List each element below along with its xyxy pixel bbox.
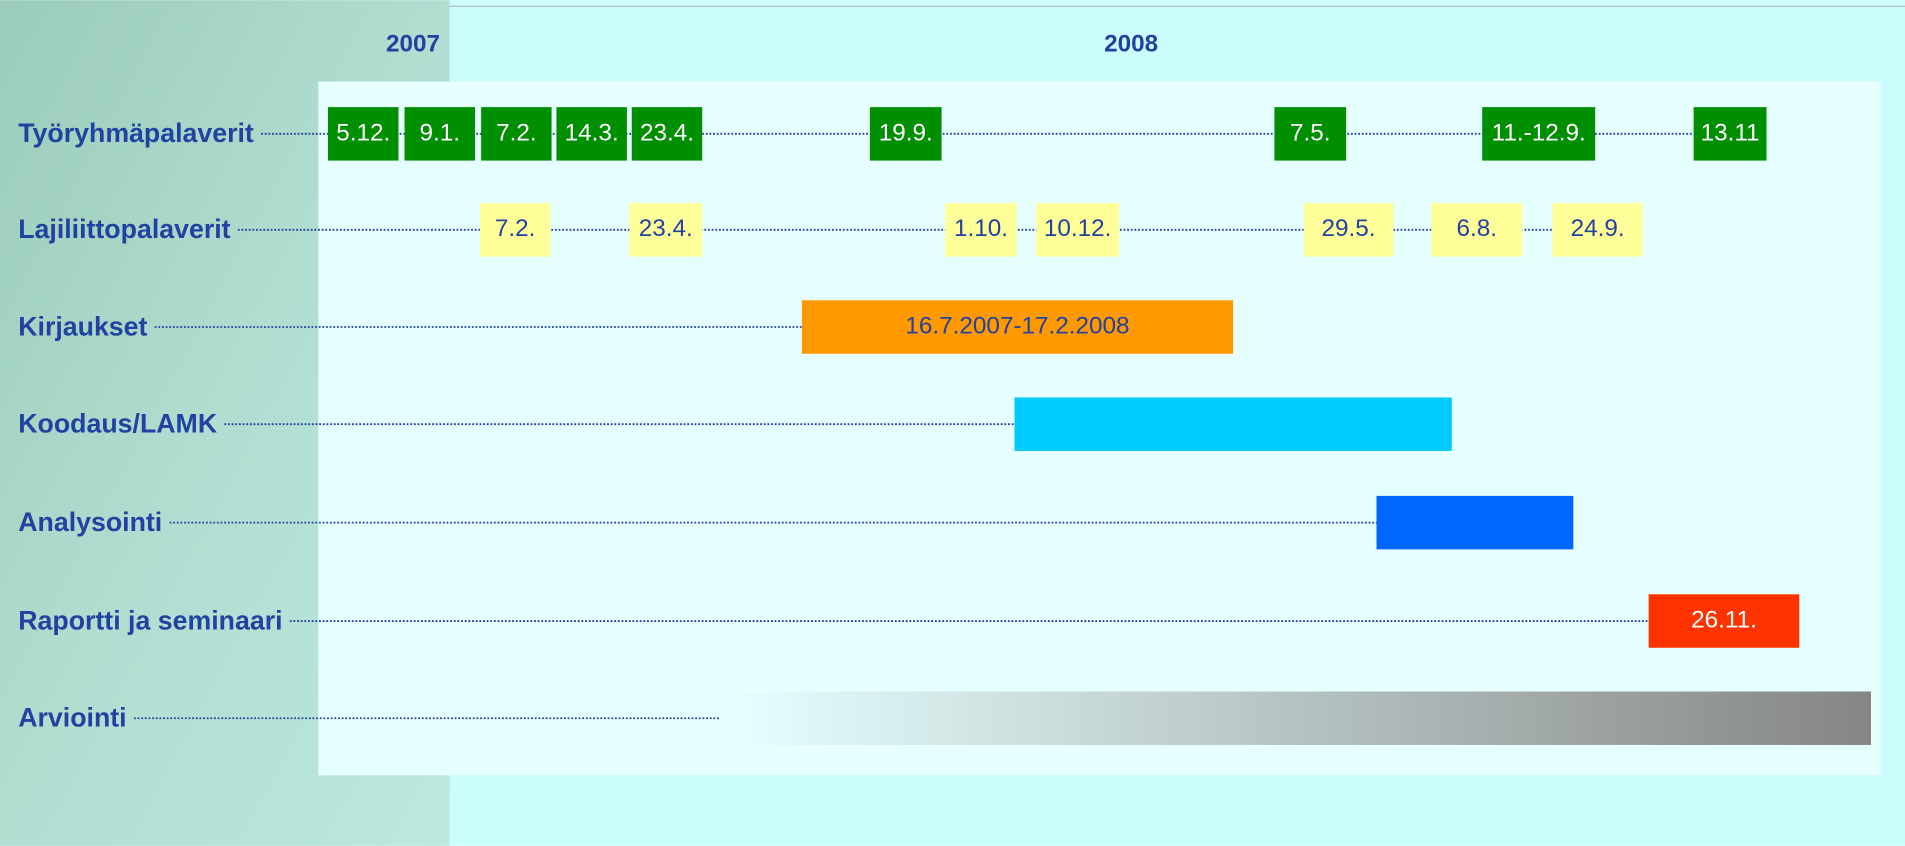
- row-label: Raportti ja seminaari: [18, 605, 282, 635]
- timeline-label: 9.1.: [420, 119, 461, 146]
- timeline-label: 23.4.: [639, 215, 693, 242]
- timeline-label: 7.2.: [496, 119, 537, 146]
- timeline-label: 13.11: [1701, 119, 1760, 146]
- row-label: Koodaus/LAMK: [18, 408, 218, 438]
- year: 2007: [386, 31, 440, 58]
- timeline-box: [729, 691, 1871, 744]
- timeline-box: [1377, 496, 1574, 549]
- year: 2008: [1104, 31, 1158, 58]
- slide: 2007 2008 Työryhmäpalaverit 5.12. 9.1. 7.2.…: [0, 0, 1905, 846]
- row-label: Analysointi: [18, 507, 162, 537]
- row-label: Arviointi: [18, 703, 126, 733]
- timeline-box: [1014, 397, 1451, 450]
- timeline-label: 6.8.: [1456, 215, 1497, 242]
- row-label: Kirjaukset: [18, 311, 147, 341]
- timeline-label: 10.12.: [1044, 215, 1112, 242]
- timeline-label: 24.9.: [1571, 215, 1625, 242]
- timeline-label: 16.7.2007-17.2.2008: [905, 312, 1129, 339]
- timeline-label: 23.4.: [640, 119, 694, 146]
- page: {"years": ["2007", "2008"], "rows": [ {"…: [0, 0, 1905, 846]
- timeline-label: 11.-12.9.: [1492, 119, 1586, 146]
- row-label: Lajiliittopalaverit: [18, 214, 230, 244]
- timeline-label: 7.2.: [495, 215, 536, 242]
- timeline-label: 19.9.: [879, 119, 933, 146]
- timeline-label: 1.10.: [954, 215, 1008, 242]
- timeline-label: 14.3.: [565, 119, 619, 146]
- timeline-label: 7.5.: [1290, 119, 1331, 146]
- timeline-label: 5.12.: [336, 119, 390, 146]
- row-label: Työryhmäpalaverit: [18, 118, 254, 148]
- timeline-label: 29.5.: [1322, 215, 1376, 242]
- timeline-label: 26.11.: [1691, 606, 1757, 633]
